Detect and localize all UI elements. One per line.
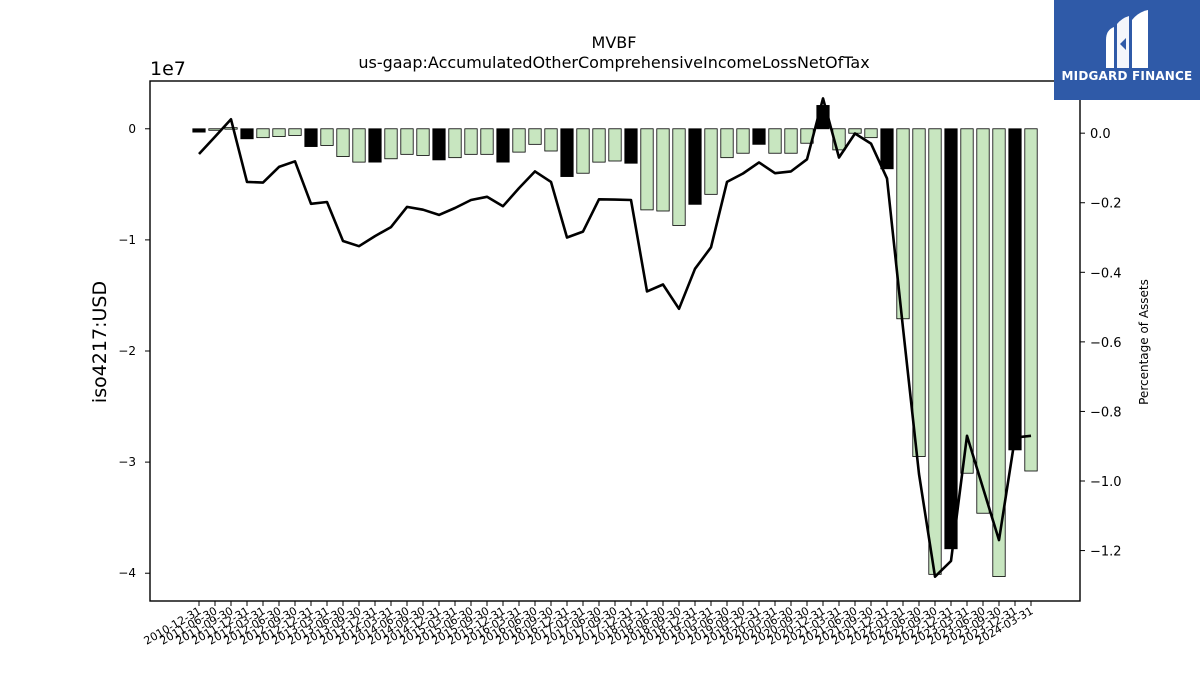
bar-2011-09-30: [224, 127, 238, 130]
bar-2017-12-31: [624, 128, 638, 164]
bar-2018-03-31: [640, 128, 654, 211]
bar-2017-09-30: [608, 128, 622, 162]
y2-tick-label: 0.0: [1090, 127, 1111, 142]
bar-2023-09-30: [992, 128, 1006, 577]
y-tick-label: −2: [118, 344, 136, 358]
bar-2016-12-31: [560, 128, 574, 177]
bar-2021-09-30: [864, 128, 878, 139]
x-ticks: 2010-12-312011-06-302011-09-302011-12-31…: [142, 601, 1036, 648]
bar-2023-06-30: [976, 128, 990, 514]
y2-tick-label: −0.4: [1090, 266, 1122, 281]
bar-2018-12-31: [688, 128, 702, 205]
pct-assets-line: [198, 97, 1032, 579]
bar-2014-09-30: [416, 128, 430, 156]
bar-group: [192, 105, 1038, 577]
bar-2016-09-30: [544, 128, 558, 152]
bar-2019-06-30: [720, 128, 734, 159]
y-ticks: 0 −1 −2 −3 −4: [118, 122, 150, 580]
bar-2010-12-31: [192, 128, 206, 133]
bar-2020-03-31: [768, 128, 782, 154]
bar-2013-03-31: [320, 128, 334, 146]
y2-tick-label: −0.2: [1090, 197, 1122, 212]
bar-2012-03-31: [256, 128, 270, 139]
bar-2020-06-30: [784, 128, 798, 154]
bar-2014-03-31: [384, 128, 398, 160]
bar-2014-12-31: [432, 128, 446, 161]
bar-2019-09-30: [736, 128, 750, 154]
bar-2024-03-31: [1024, 128, 1038, 472]
y-axis-label: iso4217:USD: [89, 281, 111, 403]
logo-mark-icon: [1106, 10, 1148, 68]
bar-2016-06-30: [528, 128, 542, 145]
y-tick-label: −1: [118, 233, 136, 247]
bar-2018-09-30: [672, 128, 686, 226]
bar-2022-12-31: [944, 128, 958, 550]
bar-2015-03-31: [448, 128, 462, 159]
bar-2011-06-30: [208, 128, 222, 131]
y2-tick-label: −1.2: [1090, 545, 1122, 560]
y2-tick-label: −0.6: [1090, 336, 1122, 351]
y-tick-label: −3: [118, 455, 136, 469]
y-tick-label: 0: [128, 122, 136, 136]
bar-2022-09-30: [928, 128, 942, 575]
bar-2013-06-30: [336, 128, 350, 157]
bar-2016-03-31: [512, 128, 526, 153]
bar-2015-09-30: [480, 128, 494, 155]
logo-text: MIDGARD FINANCE: [1061, 69, 1193, 83]
bar-2023-03-31: [960, 128, 974, 474]
midgard-finance-logo: MIDGARD FINANCE: [1054, 0, 1200, 100]
bar-2013-09-30: [352, 128, 366, 163]
bar-2013-12-31: [368, 128, 382, 163]
bar-2015-12-31: [496, 128, 510, 163]
bar-2017-06-30: [592, 128, 606, 163]
bar-2015-06-30: [464, 128, 478, 155]
y-tick-label: −4: [118, 566, 136, 580]
bar-2019-03-31: [704, 128, 718, 195]
y2-axis-label: Percentage of Assets: [1137, 279, 1151, 405]
bar-2014-06-30: [400, 128, 414, 155]
bar-2012-12-31: [304, 128, 318, 147]
y2-ticks: 0.0 −0.2 −0.4 −0.6 −0.8 −1.0 −1.2: [1080, 127, 1122, 560]
bar-2019-12-31: [752, 128, 766, 145]
pct-line-group: [198, 97, 1032, 579]
bar-2023-12-31: [1008, 128, 1022, 451]
y2-tick-label: −1.0: [1090, 475, 1122, 490]
bar-2021-12-31: [880, 128, 894, 170]
y-offset-label: 1e7: [150, 58, 186, 80]
bar-2022-06-30: [912, 128, 926, 457]
bar-2018-06-30: [656, 128, 670, 212]
y2-tick-label: −0.8: [1090, 405, 1122, 420]
bar-2017-03-31: [576, 128, 590, 174]
bar-2012-06-30: [272, 128, 286, 137]
chart-subtitle: us-gaap:AccumulatedOtherComprehensiveInc…: [358, 53, 869, 72]
chart-title: MVBF: [592, 33, 637, 52]
bar-2011-12-31: [240, 128, 254, 140]
bar-2012-09-30: [288, 128, 302, 136]
